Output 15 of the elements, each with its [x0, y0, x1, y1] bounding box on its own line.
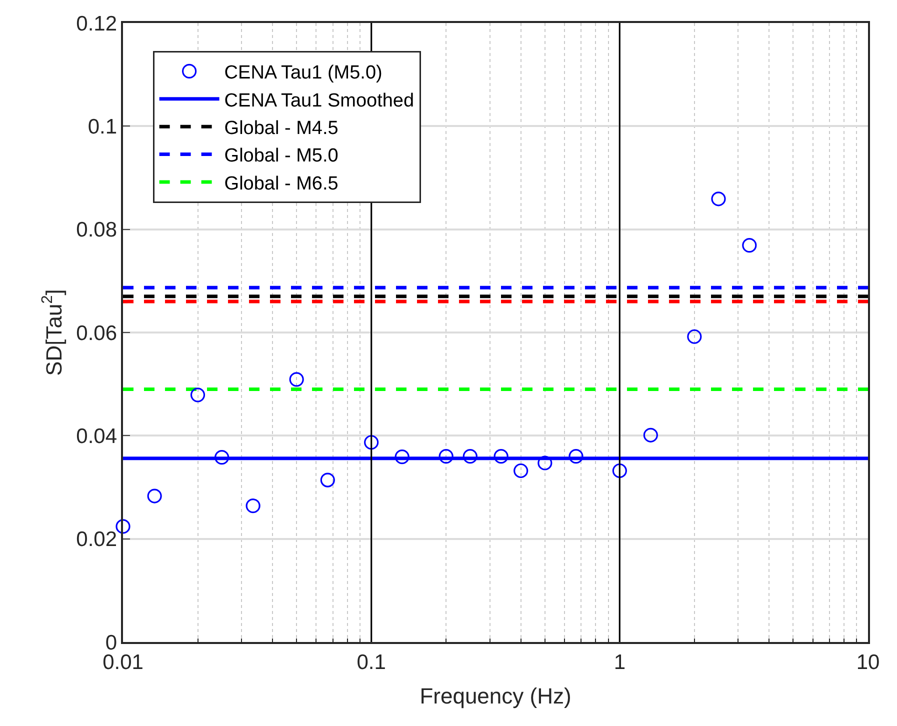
legend-label: CENA Tau1 Smoothed: [224, 90, 414, 112]
legend-label: Global - M4.5: [224, 118, 338, 140]
legend-label: CENA Tau1 (M5.0): [224, 62, 382, 84]
x-tick-label: 1: [614, 650, 626, 674]
y-tick-label: 0.02: [76, 528, 118, 552]
legend-label: Global - M5.0: [224, 146, 338, 167]
legend-label: Global - M6.5: [224, 173, 338, 194]
y-tick-label: 0.04: [76, 425, 118, 448]
x-tick-label: 10: [856, 650, 880, 674]
y-tick-label: 0.08: [76, 218, 118, 242]
x-tick-label: 0.1: [356, 650, 386, 674]
y-tick-label: 0.06: [76, 322, 118, 345]
x-axis-title: Frequency (Hz): [420, 683, 572, 708]
y-tick-label: 0.12: [76, 12, 118, 36]
y-tick-label: 0.1: [88, 116, 118, 139]
